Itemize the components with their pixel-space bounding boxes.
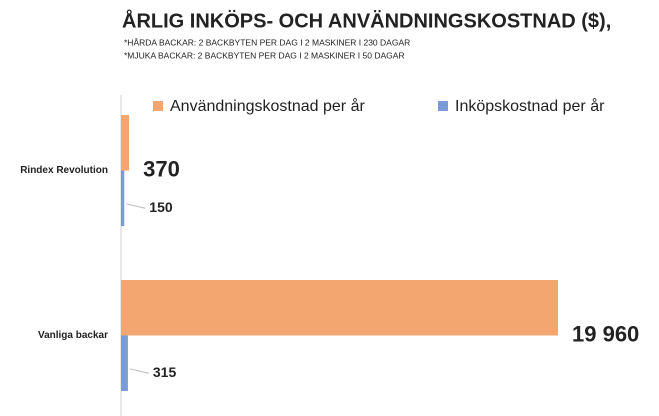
leader-line	[126, 203, 146, 209]
leader-line	[129, 368, 150, 374]
data-label: 19 960	[572, 321, 639, 346]
legend-swatch	[438, 101, 448, 111]
category-label: Vanliga backar	[38, 330, 108, 341]
data-label: 370	[143, 156, 180, 181]
bar	[121, 170, 125, 226]
bar	[121, 280, 558, 336]
chart-subtitle: *MJUKA BACKAR: 2 BACKBYTEN PER DAG I 2 M…	[124, 50, 405, 60]
legend-label: Användningskostnad per år	[170, 97, 365, 115]
chart-subtitle: *HÅRDA BACKAR: 2 BACKBYTEN PER DAG I 2 M…	[124, 37, 410, 47]
chart-title: ÅRLIG INKÖPS- OCH ANVÄNDNINGSKOSTNAD ($)…	[122, 8, 611, 32]
legend-label: Inköpskostnad per år	[455, 97, 605, 115]
bar	[121, 335, 128, 391]
data-label: 315	[153, 364, 177, 380]
category-label: Rindex Revolution	[20, 165, 108, 176]
bar	[121, 115, 130, 171]
legend-swatch	[153, 101, 163, 111]
data-label: 150	[149, 199, 173, 215]
